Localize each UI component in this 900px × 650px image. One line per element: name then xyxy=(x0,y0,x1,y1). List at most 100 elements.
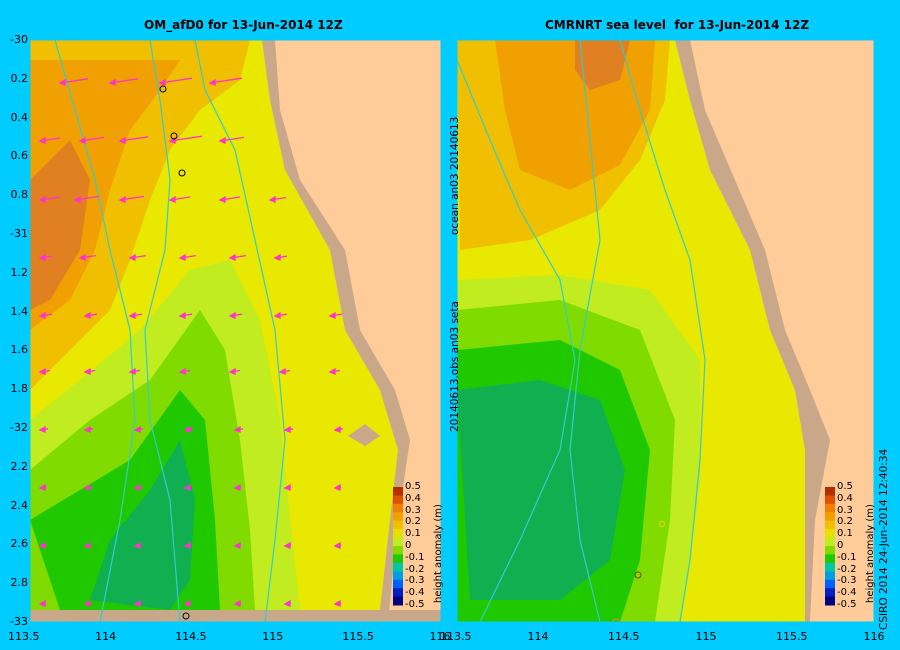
left-island xyxy=(348,424,380,446)
current-vector-head xyxy=(233,483,241,491)
colorbar-tick-label: -0.2 xyxy=(405,563,425,575)
side-text-obs: 20140613.obs an03 seta xyxy=(449,301,461,432)
left-x-tick-label: 115.5 xyxy=(342,630,374,643)
right-x-tick-label: 114.5 xyxy=(608,630,640,643)
current-vector-head xyxy=(83,367,91,375)
left-x-tick-label: 115 xyxy=(262,630,284,643)
current-vector-head xyxy=(133,425,141,433)
obs-point-7 xyxy=(612,618,620,622)
current-vector-head xyxy=(178,367,186,375)
left-shelf xyxy=(262,40,410,622)
current-vector-head xyxy=(218,136,226,144)
colorbar-left xyxy=(393,487,403,606)
current-vector-head xyxy=(228,367,236,375)
current-vector-head xyxy=(78,253,86,261)
left-x-tick-label: 116 xyxy=(429,630,451,643)
right-panel-title: CMRNRT sea level for 13-Jun-2014 12Z xyxy=(545,18,810,32)
current-vector-head xyxy=(38,425,46,433)
current-vector-head xyxy=(183,541,191,549)
colorbar-tick-label: 0.3 xyxy=(837,504,853,516)
colorbar-swatch xyxy=(393,588,403,598)
current-vector-head xyxy=(83,599,91,607)
left-panel-title: OM_afD0 for 13-Jun-2014 12Z xyxy=(144,18,343,32)
y-tick-label: -31 xyxy=(10,227,28,240)
y-tick-label: 1.8 xyxy=(10,382,29,396)
colorbar-tick-label: 0.3 xyxy=(405,504,421,516)
current-vector-head xyxy=(283,425,291,433)
colorbar-swatch xyxy=(825,529,835,539)
colorbar-swatch xyxy=(393,487,403,496)
current-vector-head xyxy=(283,541,291,549)
left-anomaly-min xyxy=(90,440,195,610)
current-vector-head xyxy=(333,483,341,491)
current-vector-head xyxy=(273,311,281,319)
current-vector-head xyxy=(168,195,176,203)
colorbar-swatch xyxy=(825,487,835,496)
colorbar-tick-label: -0.3 xyxy=(837,575,857,587)
current-vector-head xyxy=(328,311,336,319)
colorbar-tick-label: 0.4 xyxy=(405,492,421,504)
colorbar-tick-label: -0.1 xyxy=(837,551,857,563)
current-vector-head xyxy=(158,78,166,86)
colorbar-tick-label: -0.4 xyxy=(837,587,857,599)
current-vectors xyxy=(38,77,344,607)
y-tick-label: 1.2 xyxy=(10,265,29,279)
current-vector-head xyxy=(273,253,281,261)
colorbar-tick-label: 0 xyxy=(405,540,412,551)
current-vector-head xyxy=(73,195,81,203)
y-tick-label: 2.4 xyxy=(10,498,29,512)
colorbar-swatch xyxy=(825,512,835,522)
colorbar-tick-label: 0 xyxy=(837,540,844,551)
colorbar-title: height anomaly (m) xyxy=(433,504,444,603)
current-vector-head xyxy=(83,311,91,319)
y-tick-label: -32 xyxy=(10,421,28,434)
current-vector-head xyxy=(233,541,241,549)
colorbar-swatch xyxy=(825,495,835,505)
current-vector-head xyxy=(83,483,91,491)
right-anomaly-min xyxy=(457,380,625,600)
current-vector-head xyxy=(183,483,191,491)
colorbar-tick-label: -0.3 xyxy=(405,575,425,587)
colorbar-swatch xyxy=(825,588,835,598)
side-text-credit: CSIRO 2014 24-Jun-2014 12:40:34 xyxy=(878,448,890,630)
current-vector-head xyxy=(38,253,46,261)
colorbar-tick-label: 0.1 xyxy=(837,528,853,540)
obs-point-2 xyxy=(170,132,178,140)
current-vector-head xyxy=(208,78,216,86)
colorbar-swatch xyxy=(825,520,835,530)
left-frame xyxy=(29,39,442,623)
current-vector-head xyxy=(58,78,66,86)
current-vector-head xyxy=(333,541,341,549)
current-vector-head xyxy=(38,599,46,607)
obs-point-6 xyxy=(634,571,642,579)
current-vector-head xyxy=(38,311,46,319)
right-frame xyxy=(456,39,875,623)
colorbar-tick-label: 0.5 xyxy=(405,481,421,492)
right-x-tick-label: 115.5 xyxy=(776,630,808,643)
current-vector-head xyxy=(128,367,136,375)
right-isobath-2 xyxy=(619,40,706,622)
current-vector-head xyxy=(133,483,141,491)
obs-point-5 xyxy=(659,521,665,527)
colorbar-swatch xyxy=(825,546,835,555)
current-vector-head xyxy=(128,311,136,319)
y-tick-label: 0.2 xyxy=(10,71,29,85)
left-isobath-2 xyxy=(194,40,286,622)
current-vector-head xyxy=(38,136,46,144)
left-isobath-1 xyxy=(54,40,136,622)
colorbar-tick-label: -0.1 xyxy=(405,551,425,563)
y-tick-label: 0.4 xyxy=(10,110,29,124)
colorbar-swatch xyxy=(825,537,835,547)
obs-point-3 xyxy=(178,169,186,177)
current-vector-head xyxy=(133,599,141,607)
colorbar-swatch xyxy=(393,529,403,539)
colorbar-swatch xyxy=(393,503,403,513)
current-vector-head xyxy=(283,599,291,607)
left-map xyxy=(29,39,442,623)
y-tick-label: 1.6 xyxy=(10,343,29,357)
current-vector-head xyxy=(233,599,241,607)
left-x-tick-label: 113.5 xyxy=(8,630,40,643)
left-anomaly-highest xyxy=(30,140,90,310)
current-vector-head xyxy=(333,599,341,607)
obs-point-4 xyxy=(182,612,190,620)
